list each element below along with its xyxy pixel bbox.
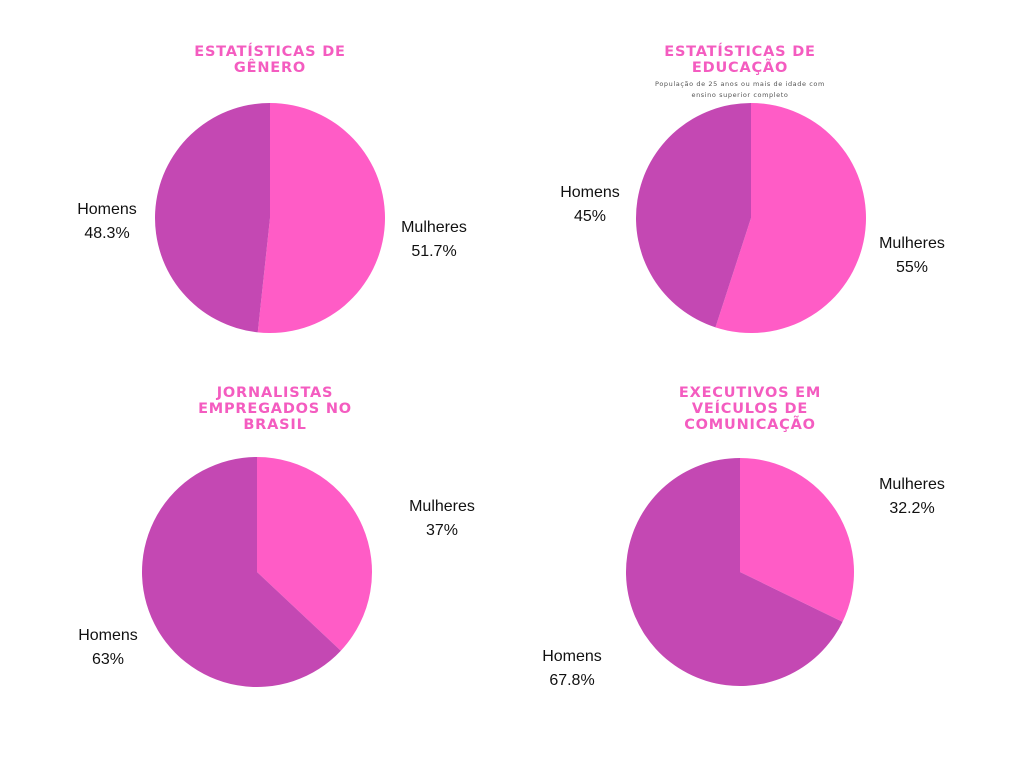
slice-label-value: 37%: [425, 522, 459, 539]
slice-label-mulheres: Mulheres 32.2%: [862, 473, 962, 521]
pie-slice-homens: [154, 103, 270, 333]
slice-label-name: Mulheres: [879, 235, 945, 252]
chart-subtitle-educacao: População de 25 anos ou mais de idade co…: [655, 80, 825, 99]
slice-label-value: 45%: [573, 208, 607, 225]
slice-label-value: 32.2%: [889, 500, 935, 517]
slice-label-mulheres: Mulheres 55%: [862, 232, 962, 280]
slice-label-name: Homens: [542, 648, 602, 665]
slice-label-value: 63%: [91, 651, 125, 668]
slice-label-name: Homens: [77, 201, 137, 218]
pie-slice-homens: [636, 103, 751, 328]
slice-label-homens: Homens 45%: [540, 181, 640, 229]
slice-label-value: 51.7%: [411, 243, 457, 260]
slice-label-value: 55%: [895, 259, 929, 276]
chart-title-jornalistas: JORNALISTAS EMPREGADOS NO BRASIL: [198, 385, 352, 433]
pie-slice-mulheres: [257, 103, 385, 333]
chart-title-executivos: EXECUTIVOS EM VEÍCULOS DE COMUNICAÇÃO: [678, 385, 822, 433]
pie-slice-mulheres: [257, 457, 372, 651]
slice-label-value: 48.3%: [84, 225, 130, 242]
slice-label-name: Homens: [560, 184, 620, 201]
chart-title-educacao: ESTATÍSTICAS DE EDUCAÇÃO: [664, 44, 816, 76]
pie-slice-homens: [141, 457, 341, 688]
slice-label-homens: Homens 67.8%: [522, 645, 622, 693]
pie-slice-homens: [626, 458, 843, 686]
chart-title-genero: ESTATÍSTICAS DE GÊNERO: [194, 44, 346, 76]
slice-label-name: Mulheres: [409, 498, 475, 515]
slice-label-value: 67.8%: [549, 672, 595, 689]
slice-label-homens: Homens 48.3%: [57, 198, 157, 246]
slice-label-mulheres: Mulheres 51.7%: [384, 216, 484, 264]
pie-slice-mulheres: [715, 103, 867, 333]
slice-label-name: Homens: [78, 627, 138, 644]
slice-label-name: Mulheres: [401, 219, 467, 236]
slice-label-mulheres: Mulheres 37%: [392, 495, 492, 543]
slice-label-name: Mulheres: [879, 476, 945, 493]
pie-slice-mulheres: [740, 458, 855, 622]
slice-label-homens: Homens 63%: [58, 624, 158, 672]
